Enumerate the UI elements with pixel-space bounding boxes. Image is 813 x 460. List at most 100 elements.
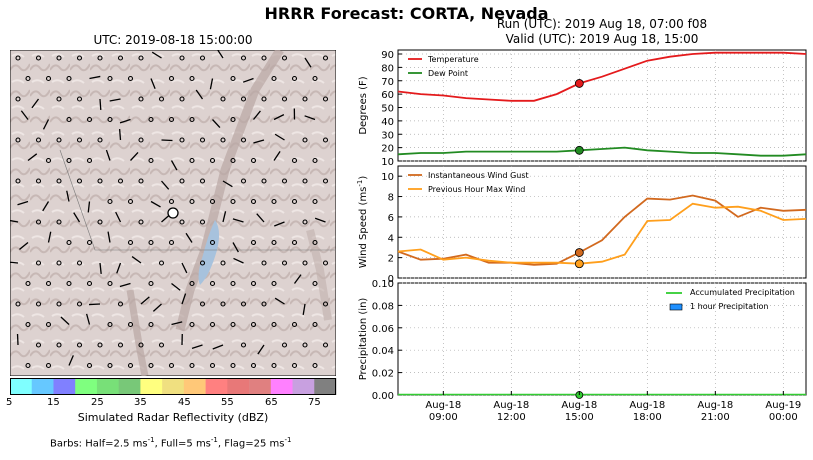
calm-station-marker bbox=[15, 178, 21, 184]
wind-barb bbox=[152, 303, 162, 312]
x-tick-label: 00:00 bbox=[769, 412, 798, 423]
calm-station-marker bbox=[250, 239, 257, 246]
barbs-note-exp: -1 bbox=[147, 436, 155, 444]
calm-station-marker bbox=[302, 178, 308, 184]
colorbar-segment bbox=[96, 378, 119, 395]
reflectivity-colorbar bbox=[10, 378, 337, 395]
barbs-note-exp: -1 bbox=[284, 436, 292, 444]
calm-station-marker bbox=[158, 96, 165, 102]
y-tick-label: 10 bbox=[381, 172, 394, 183]
calm-station-marker bbox=[25, 75, 31, 82]
calm-station-marker bbox=[291, 157, 298, 164]
calm-station-marker bbox=[127, 198, 134, 205]
barbs-note-part: , Full=5 ms bbox=[154, 438, 211, 450]
colorbar-tick: 65 bbox=[265, 397, 278, 408]
calm-station-marker bbox=[322, 178, 329, 184]
calm-station-marker bbox=[117, 342, 124, 348]
wind-barb bbox=[304, 115, 316, 121]
valid-line: Valid (UTC): 2019 Aug 18, 15:00 bbox=[505, 32, 699, 46]
calm-station-marker bbox=[220, 137, 226, 143]
wind-barb bbox=[273, 150, 281, 161]
calm-station-marker bbox=[199, 137, 206, 143]
wind-barb bbox=[115, 211, 122, 223]
wind-barb bbox=[232, 242, 239, 253]
x-tick-label: Aug-18 bbox=[561, 400, 597, 411]
calm-station-marker bbox=[97, 219, 103, 225]
wind-barb bbox=[274, 221, 285, 227]
wind-barb bbox=[42, 201, 50, 212]
wind-barb bbox=[99, 262, 102, 275]
wind-barb bbox=[87, 201, 91, 213]
calm-station-marker bbox=[250, 280, 257, 287]
calm-station-marker bbox=[199, 55, 206, 61]
wind-barb bbox=[119, 282, 131, 288]
colorbar-label: Simulated Radar Reflectivity (dBZ) bbox=[77, 411, 269, 424]
wind-barb bbox=[181, 293, 187, 305]
station-marker bbox=[167, 207, 179, 219]
colorbar-segment bbox=[53, 378, 76, 395]
calm-station-marker bbox=[220, 301, 226, 307]
x-tick-label: Aug-18 bbox=[697, 400, 733, 411]
x-tick-label: Aug-18 bbox=[425, 400, 461, 411]
wind-barb bbox=[302, 303, 306, 315]
y-axis-label-exp: -1 bbox=[356, 180, 364, 187]
calm-station-marker bbox=[86, 280, 93, 287]
calm-station-marker bbox=[117, 178, 124, 184]
plot-area bbox=[397, 282, 807, 396]
calm-station-marker bbox=[56, 55, 62, 61]
legend-label: Previous Hour Max Wind bbox=[428, 185, 525, 194]
wind-barb bbox=[252, 110, 261, 120]
calm-station-marker bbox=[107, 198, 113, 205]
wind-barb bbox=[273, 114, 285, 121]
legend-label: Instantaneous Wind Gust bbox=[428, 171, 529, 180]
calm-station-marker bbox=[209, 157, 216, 164]
calm-station-marker bbox=[209, 198, 216, 205]
calm-station-marker bbox=[240, 178, 247, 184]
calm-station-marker bbox=[86, 239, 93, 246]
calm-station-marker bbox=[35, 301, 42, 307]
plot-area bbox=[397, 49, 807, 162]
wind-barb bbox=[66, 190, 70, 202]
wind-barb bbox=[10, 219, 19, 223]
calm-station-marker bbox=[148, 157, 154, 164]
colorbar-tick: 15 bbox=[47, 397, 60, 408]
main-title: HRRR Forecast: CORTA, Nevada bbox=[264, 4, 549, 23]
calm-station-marker bbox=[179, 178, 185, 184]
calm-station-marker bbox=[45, 321, 52, 328]
y-tick-label: 40 bbox=[381, 117, 394, 128]
calm-station-marker bbox=[302, 342, 308, 348]
colorbar-segment bbox=[75, 378, 98, 395]
calm-station-marker bbox=[199, 219, 206, 225]
wind-barb bbox=[116, 262, 122, 274]
calm-station-marker bbox=[250, 321, 257, 328]
calm-station-marker bbox=[209, 321, 216, 328]
calm-station-marker bbox=[117, 301, 124, 307]
calm-station-marker bbox=[250, 198, 257, 205]
calm-station-marker bbox=[76, 137, 83, 143]
x-tick-label: Aug-18 bbox=[493, 400, 529, 411]
wind-barb bbox=[216, 50, 224, 59]
calm-station-marker bbox=[302, 260, 308, 266]
wind-barb bbox=[185, 232, 193, 243]
current-value-marker bbox=[574, 248, 584, 257]
y-tick-label: 30 bbox=[381, 130, 394, 141]
wind-barb bbox=[304, 57, 312, 68]
y-tick-label: 0 bbox=[388, 274, 394, 285]
calm-station-marker bbox=[302, 96, 308, 102]
calm-station-marker bbox=[261, 55, 267, 61]
wind-barb bbox=[73, 212, 81, 223]
calm-station-marker bbox=[56, 260, 62, 266]
calm-station-marker bbox=[35, 55, 42, 61]
calm-station-marker bbox=[97, 178, 103, 184]
colorbar-tick: 55 bbox=[221, 397, 234, 408]
calm-station-marker bbox=[35, 137, 42, 143]
wind-barb bbox=[109, 98, 121, 102]
wind-barb bbox=[88, 303, 101, 306]
colorbar-segment bbox=[249, 378, 272, 395]
barbs-note: Barbs: Half=2.5 ms-1, Full=5 ms-1, Flag=… bbox=[50, 436, 291, 449]
series-line bbox=[397, 51, 807, 102]
calm-station-marker bbox=[291, 198, 298, 205]
calm-station-marker bbox=[15, 301, 21, 307]
wind-barb bbox=[222, 211, 227, 223]
